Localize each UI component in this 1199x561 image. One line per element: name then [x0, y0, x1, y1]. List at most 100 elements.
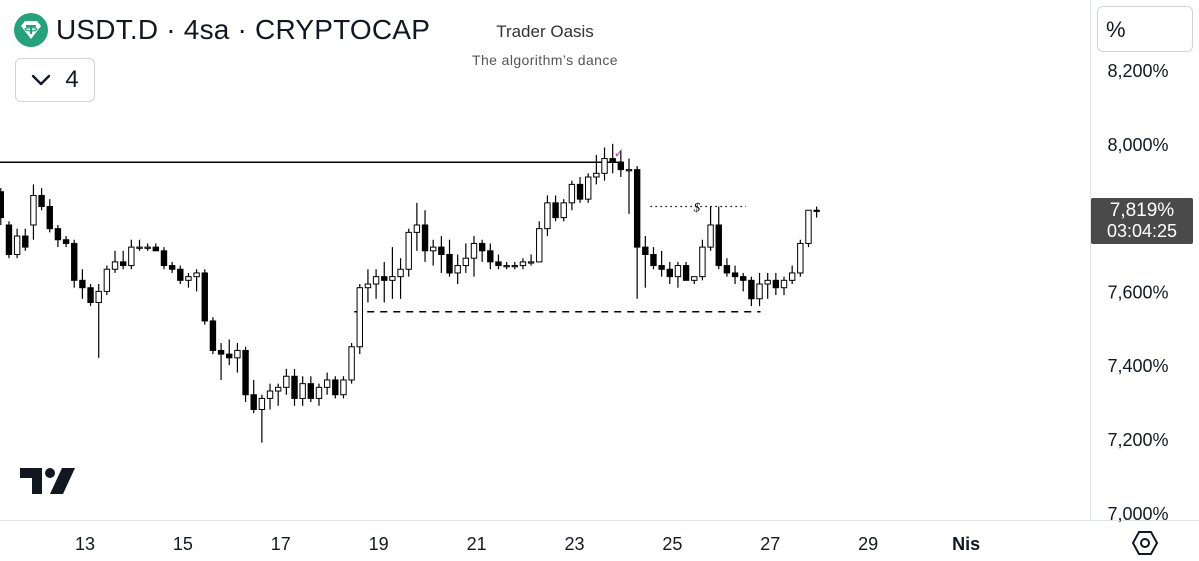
candle-body [650, 254, 657, 267]
candle-body [421, 224, 429, 252]
candle-body [519, 261, 527, 267]
candle-body [478, 242, 486, 252]
candle [527, 254, 535, 266]
candle-body [307, 383, 315, 399]
candle-body [536, 228, 543, 263]
candle-body [250, 394, 257, 410]
tether-icon [14, 13, 48, 47]
price-axis[interactable]: 8,200%8,000%7,800%7,600%7,400%7,200%7,00… [1107, 61, 1168, 524]
candle [748, 276, 755, 307]
candle-body [13, 235, 21, 256]
check-mark-icon: ✓ [614, 146, 625, 161]
candle [46, 199, 53, 233]
candle [772, 272, 780, 296]
candle [797, 239, 804, 277]
candle-body [756, 283, 763, 300]
candle [658, 250, 665, 277]
candle-body [5, 224, 13, 255]
candle [813, 206, 820, 218]
candle [560, 199, 567, 222]
drawings-layer: $ ✓ [0, 146, 761, 313]
time-tick-label: 23 [564, 534, 584, 554]
time-axis[interactable]: 13 15 17 19 21 23 25 27 29 Nis [75, 534, 980, 554]
candle [348, 343, 355, 384]
candle [723, 258, 731, 277]
candle [152, 243, 160, 252]
candle-body [144, 246, 151, 249]
candle-body [429, 246, 437, 252]
candle [421, 210, 429, 262]
candle [364, 269, 372, 303]
time-tick-label: 13 [75, 534, 95, 554]
candle-body [160, 250, 168, 267]
candle-body [201, 272, 208, 322]
candle [788, 265, 796, 285]
candle-body [438, 246, 445, 255]
candle [119, 250, 127, 270]
candle [291, 368, 298, 406]
candle-body [454, 265, 461, 274]
candle [495, 254, 502, 270]
time-tick-label: 27 [760, 534, 780, 554]
candle [650, 247, 657, 270]
candle-body [71, 242, 78, 281]
candle-body [62, 239, 70, 244]
candle-body [242, 349, 249, 396]
candle [519, 258, 527, 270]
candle [22, 228, 29, 251]
candle-body [234, 349, 241, 359]
candle [805, 209, 812, 248]
candle-body [356, 287, 363, 348]
indicator-count: 4 [65, 66, 79, 93]
candle-body [389, 276, 396, 281]
candle [511, 261, 518, 270]
candle-body [772, 279, 780, 289]
candle-body [642, 246, 649, 255]
candle-body [119, 261, 127, 267]
candle-body [576, 183, 584, 200]
candle [62, 236, 70, 248]
candle-body [323, 379, 331, 388]
price-tick-label: 7,200% [1107, 430, 1168, 450]
candle [274, 383, 282, 406]
candle-body [30, 194, 37, 226]
candle [193, 269, 200, 292]
candle-body [364, 283, 372, 289]
candle-body [332, 379, 339, 396]
candle-body [291, 375, 298, 399]
candle [552, 195, 559, 222]
candle-body [609, 158, 616, 163]
candle-body [805, 209, 812, 244]
candle [593, 154, 600, 185]
candle [625, 158, 633, 214]
candle-body [682, 265, 690, 281]
candle [5, 221, 13, 259]
candle [217, 343, 225, 380]
candle-body [715, 224, 722, 267]
candle-body [136, 246, 143, 249]
symbol-header[interactable]: USDT.D · 4sa · CRYPTOCAP [14, 10, 430, 50]
candle-body [340, 379, 347, 396]
candle [258, 394, 266, 443]
percent-scale-button[interactable]: % [1097, 6, 1193, 52]
candle [413, 202, 421, 251]
candle [764, 272, 771, 299]
candle [136, 239, 143, 251]
candle-body [405, 231, 412, 270]
time-tick-label: Nis [952, 534, 980, 554]
candle [715, 206, 722, 270]
candle-body [283, 375, 290, 388]
candle-body [372, 276, 380, 285]
tradingview-logo[interactable] [20, 466, 76, 501]
candle-body [625, 169, 633, 172]
dollar-marker: $ [694, 200, 701, 215]
candle [266, 383, 274, 410]
settings-icon[interactable] [1131, 530, 1159, 561]
candle [756, 272, 763, 307]
candle [633, 165, 641, 299]
candle-body [299, 383, 306, 399]
candle-body [103, 268, 111, 292]
collapse-indicators-button[interactable]: 4 [15, 58, 95, 102]
candle-body [593, 172, 600, 178]
